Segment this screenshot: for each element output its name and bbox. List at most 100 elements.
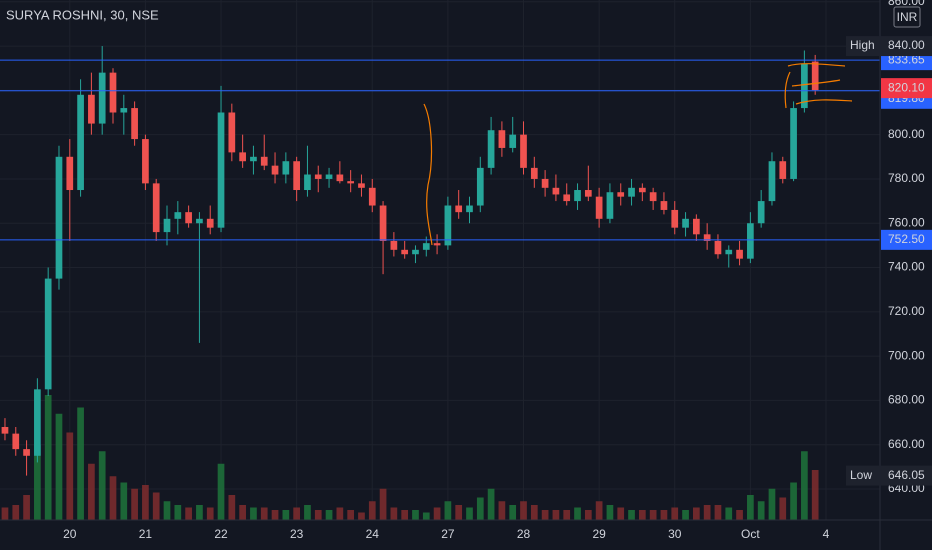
candle-body	[293, 161, 300, 191]
volume-bar	[552, 510, 560, 520]
candle-body	[509, 134, 517, 148]
volume-bar	[390, 507, 398, 520]
candle-body	[23, 449, 30, 456]
chart-title: SURYA ROSHNI, 30, NSE	[6, 7, 159, 22]
volume-bar	[444, 501, 452, 520]
candle-body	[412, 249, 419, 255]
candle-body	[282, 161, 290, 175]
volume-bar	[44, 395, 52, 520]
drawings	[423, 63, 853, 246]
candle-body	[617, 192, 625, 197]
volume-bar	[466, 507, 473, 520]
volume-bar	[595, 501, 603, 520]
volume-bar	[584, 510, 592, 520]
volume-bar	[779, 497, 787, 520]
y-tick-label: 680.00	[888, 393, 925, 407]
currency-box[interactable]	[893, 6, 921, 28]
volume-bar	[217, 463, 225, 520]
y-tick-label: 860.00	[888, 0, 925, 8]
candle-body	[314, 174, 322, 179]
volume-bar	[109, 476, 117, 520]
volume-bar	[98, 451, 106, 520]
candle-body	[714, 240, 722, 255]
volume-bar	[358, 512, 365, 520]
volume-bar	[304, 505, 311, 520]
volume-bar	[606, 505, 614, 520]
volume-bar	[476, 497, 484, 520]
volume-bar	[412, 510, 419, 520]
candle-body	[584, 190, 592, 197]
y-tick-label: 800.00	[888, 127, 925, 141]
candle-body	[98, 72, 106, 124]
candle-body	[185, 212, 192, 224]
volume-bar	[801, 451, 808, 520]
volume-bar	[12, 505, 20, 520]
volume-bar	[541, 510, 549, 520]
candle-body	[476, 167, 484, 206]
candle-body	[433, 243, 441, 246]
x-tick-label: 20	[63, 527, 77, 541]
volume-bar	[487, 488, 495, 520]
volume-bar	[671, 507, 679, 520]
candle-body	[109, 72, 117, 113]
hl-bg	[846, 465, 880, 486]
volume-bar	[347, 510, 355, 520]
grid	[0, 0, 880, 520]
candle-body	[595, 196, 603, 219]
volume-bar	[703, 505, 711, 520]
candle-body	[260, 156, 268, 166]
candle-body	[779, 161, 787, 179]
hl-name: Low	[850, 468, 872, 482]
candle-body	[12, 433, 20, 450]
candle-body	[660, 201, 668, 210]
candle-body	[368, 187, 376, 206]
price-line-label-bg	[881, 229, 932, 250]
candle-body	[358, 183, 365, 188]
volume-bar	[23, 495, 30, 520]
volume-bar	[617, 507, 625, 520]
volume-bar	[660, 510, 668, 520]
volume-bar	[693, 507, 700, 520]
volume-bar	[455, 505, 463, 520]
candle-body	[379, 205, 387, 241]
candle-body	[530, 167, 538, 179]
volume-bar	[66, 432, 74, 520]
volume-bar	[34, 445, 41, 520]
candle-body	[628, 187, 635, 197]
candle-body	[44, 278, 52, 390]
volume-bar	[260, 507, 268, 520]
volume-bar	[433, 507, 441, 520]
candle-body	[152, 183, 160, 233]
candle-body	[55, 156, 63, 279]
candle-body	[347, 181, 355, 184]
hl-bg	[846, 36, 880, 57]
candle-body	[304, 174, 311, 191]
volume-bar	[55, 413, 63, 520]
y-tick-label: 700.00	[888, 348, 925, 362]
candle-body	[725, 249, 733, 255]
volume-bar	[314, 510, 322, 520]
drawing	[423, 103, 433, 246]
candle-body	[66, 156, 74, 191]
x-tick-label: 23	[290, 527, 304, 541]
candle-body	[541, 178, 549, 188]
volume-bar	[325, 510, 333, 520]
candle-body	[790, 108, 797, 179]
volume-bar	[228, 495, 236, 520]
x-tick-label: 22	[214, 527, 228, 541]
volume-bar	[422, 512, 430, 520]
current-price-label-bg	[881, 78, 932, 99]
volume-bar	[682, 510, 689, 520]
price-lines	[0, 59, 880, 241]
candle-body	[487, 130, 495, 168]
candle-body	[649, 192, 657, 202]
x-tick-label: 29	[592, 527, 606, 541]
candle-body	[747, 223, 754, 259]
candle-body	[250, 156, 257, 162]
y-tick-label: 740.00	[888, 260, 925, 274]
volume-bar	[336, 507, 344, 520]
candle-body	[1, 426, 9, 434]
volume-bar	[77, 407, 84, 520]
